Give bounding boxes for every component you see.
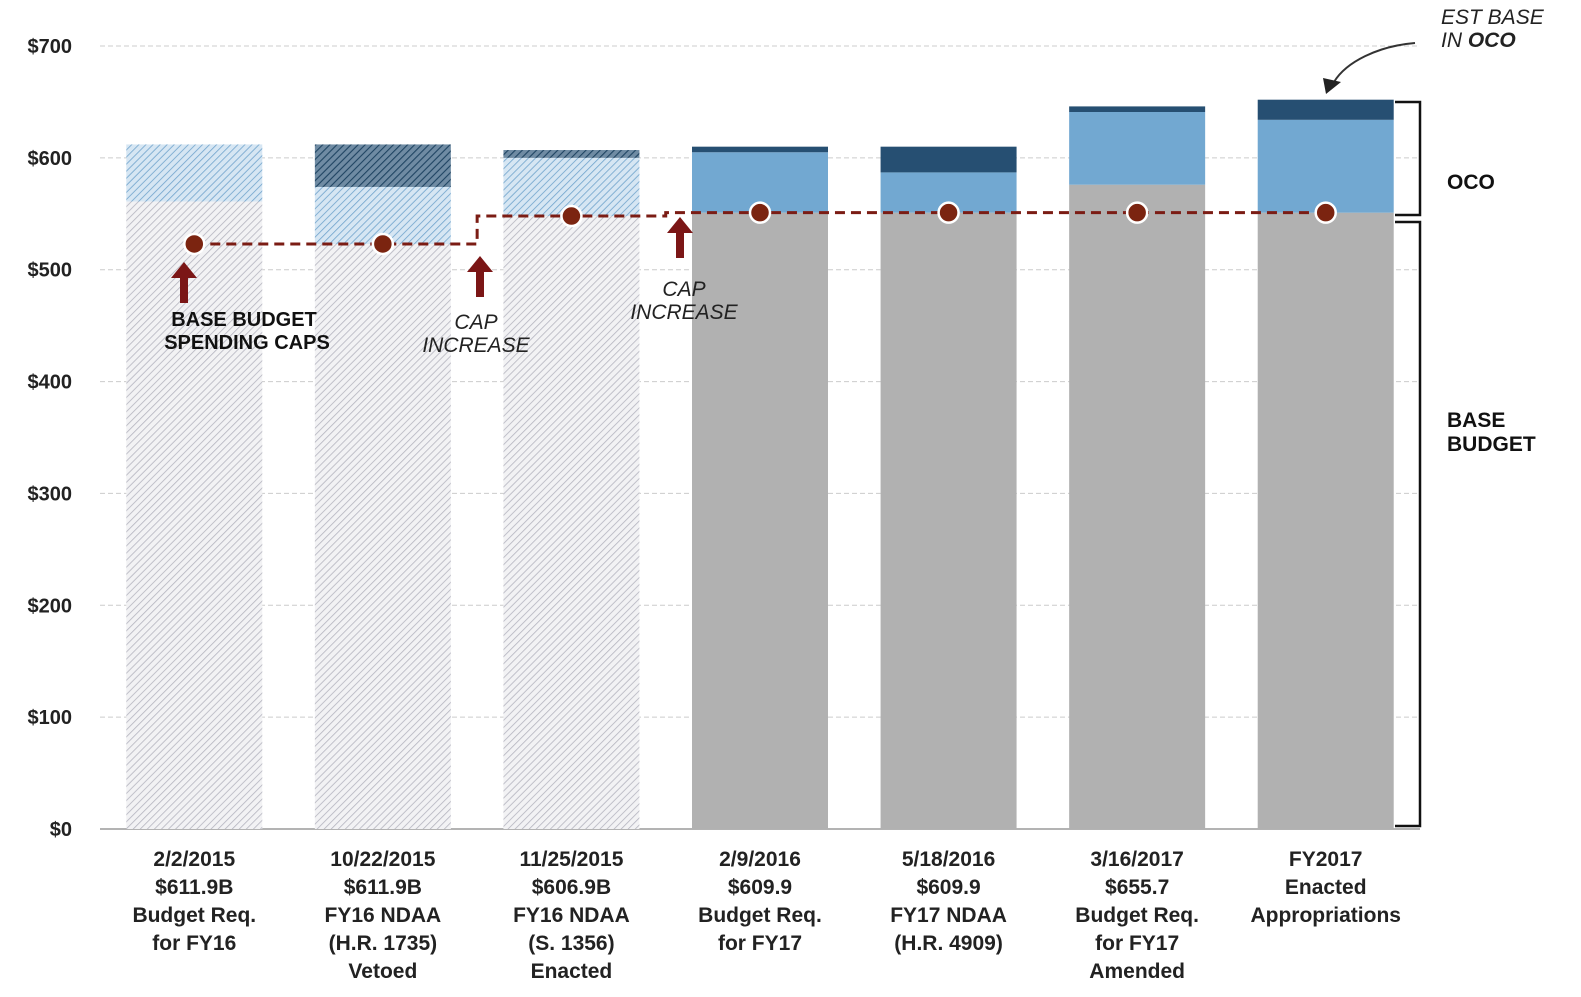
x-category-label: FY2017 xyxy=(1289,848,1363,871)
x-category-label: FY16 NDAA xyxy=(325,904,442,927)
spending-cap-point xyxy=(371,232,395,256)
bar-est-base-in-oco-segment xyxy=(314,144,451,187)
annotation-est-base-in-oco: IN OCO xyxy=(1441,29,1516,52)
annotation-cap-increase: CAP xyxy=(662,278,705,301)
up-arrow-icon xyxy=(467,256,493,297)
bar-est-base-in-oco-segment xyxy=(692,146,828,153)
up-arrow-icon xyxy=(171,262,197,303)
bar-base-segment xyxy=(503,216,640,830)
x-category-label: FY17 NDAA xyxy=(890,904,1007,927)
base-budget-side-label: BASE xyxy=(1447,409,1505,432)
x-category-label: $606.9B xyxy=(532,876,611,899)
x-category-label: 3/16/2017 xyxy=(1090,848,1183,871)
spending-cap-point xyxy=(1125,201,1149,224)
annotation-oco-bold: OCO xyxy=(1468,29,1516,52)
x-category-label: $609.9 xyxy=(916,876,980,899)
y-tick-label: $500 xyxy=(28,260,73,282)
base-budget-brace xyxy=(1395,220,1422,828)
x-category-label: Appropriations xyxy=(1250,904,1401,927)
bar-base-segment xyxy=(1257,212,1394,830)
y-tick-label: $0 xyxy=(50,819,72,841)
bar-oco-segment xyxy=(1069,111,1206,185)
bar-base-segment xyxy=(314,243,451,830)
x-category-label: $655.7 xyxy=(1105,876,1169,899)
spending-cap-point xyxy=(1314,201,1337,224)
bar-oco-segment xyxy=(126,144,263,202)
x-category-label: (H.R. 1735) xyxy=(329,932,438,955)
bar-base-segment xyxy=(880,212,1017,830)
x-category-label: $611.9B xyxy=(344,876,422,899)
up-arrow-icon xyxy=(667,217,693,258)
x-category-label: $611.9B xyxy=(155,876,233,899)
x-category-label: Amended xyxy=(1089,960,1185,983)
y-tick-label: $700 xyxy=(28,36,73,58)
x-category-label: 5/18/2016 xyxy=(902,848,995,871)
y-tick-label: $400 xyxy=(28,372,73,394)
callout-arrow xyxy=(1333,42,1416,83)
x-category-label: 11/25/2015 xyxy=(519,848,623,871)
oco-side-label: OCO xyxy=(1447,171,1495,194)
spending-cap-point xyxy=(183,232,206,256)
bar-oco-segment xyxy=(1257,119,1394,213)
x-category-label: 2/9/2016 xyxy=(719,848,801,871)
bar-est-base-in-oco-segment xyxy=(503,150,640,158)
oco-brace xyxy=(1395,100,1422,217)
y-tick-label: $300 xyxy=(28,483,73,505)
y-tick-label: $100 xyxy=(28,707,73,729)
x-category-label: Enacted xyxy=(531,960,613,983)
annotation-cap-increase: INCREASE xyxy=(422,334,530,357)
spending-cap-point xyxy=(748,201,772,224)
x-category-label: (S. 1356) xyxy=(528,932,614,955)
x-category-label: FY16 NDAA xyxy=(513,904,630,927)
x-category-label: Budget Req. xyxy=(132,904,256,927)
bar-est-base-in-oco-segment xyxy=(1257,99,1394,120)
annotation-in: IN xyxy=(1441,29,1468,52)
annotation-cap-increase: CAP xyxy=(454,311,497,334)
callout-arrowhead-icon xyxy=(1323,78,1341,94)
spending-cap-point xyxy=(937,201,960,224)
x-category-label: 2/2/2015 xyxy=(153,848,235,871)
x-category-label: Budget Req. xyxy=(1075,904,1199,927)
x-category-label: Vetoed xyxy=(348,960,417,983)
y-tick-label: $200 xyxy=(28,595,73,617)
spending-cap-line xyxy=(194,211,1326,246)
x-category-label: for FY16 xyxy=(152,932,236,955)
x-category-label: 10/22/2015 xyxy=(330,848,435,871)
x-category-label: $609.9 xyxy=(728,876,792,899)
bar-est-base-in-oco-segment xyxy=(880,146,1017,173)
annotation-cap-increase: INCREASE xyxy=(630,301,738,324)
annotation-base-caps: SPENDING CAPS xyxy=(164,332,330,354)
annotation-base-caps: BASE BUDGET xyxy=(171,309,317,331)
x-category-label: Enacted xyxy=(1285,876,1367,899)
base-budget-side-label: BUDGET xyxy=(1447,433,1536,456)
x-category-label: Budget Req. xyxy=(698,904,822,927)
bar-base-segment xyxy=(126,201,263,829)
x-category-label: (H.R. 4909) xyxy=(894,932,1003,955)
y-tick-label: $600 xyxy=(28,148,73,170)
spending-cap-point xyxy=(560,204,583,228)
x-category-label: for FY17 xyxy=(1095,932,1179,955)
bar-est-base-in-oco-segment xyxy=(1069,106,1206,112)
bar-base-segment xyxy=(692,212,828,830)
annotation-est-base: EST BASE xyxy=(1441,6,1545,29)
x-category-label: for FY17 xyxy=(718,932,802,955)
bar-base-segment xyxy=(1069,184,1206,829)
